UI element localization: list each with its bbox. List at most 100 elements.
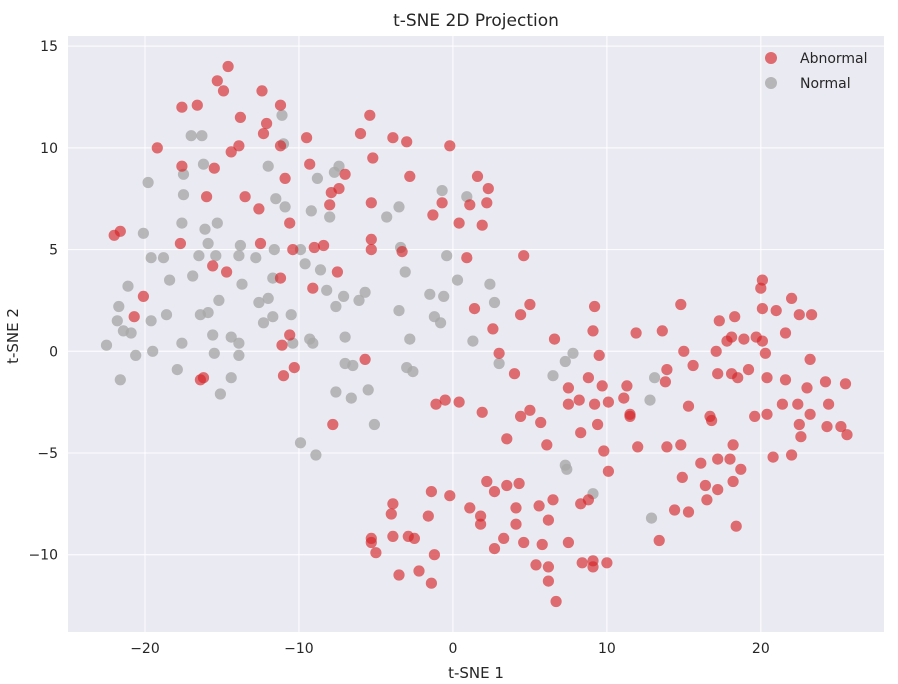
abnormal-point [653,534,665,547]
abnormal-point [721,335,733,347]
y-axis-ticks: −10 −5 0 5 10 15 [28,39,58,564]
abnormal-point [211,75,223,87]
abnormal-point [274,99,287,111]
abnormal-point [176,101,188,113]
x-tick-label: 10 [598,641,616,657]
abnormal-point [487,323,499,335]
abnormal-point [359,353,371,365]
normal-point [137,227,149,239]
normal-point [324,211,336,223]
abnormal-point [501,433,513,445]
abnormal-point [222,60,234,73]
abnormal-point [596,380,608,392]
abnormal-point [387,498,399,510]
normal-point [407,366,419,378]
normal-point [310,449,322,461]
abnormal-point [727,439,739,451]
abnormal-point [624,408,636,420]
abnormal-point [601,557,613,569]
normal-point [187,270,199,282]
abnormal-point [804,408,816,420]
abnormal-point [618,392,630,404]
abnormal-point [676,471,688,483]
abnormal-point [284,217,296,229]
normal-point [147,345,159,357]
normal-point [210,250,222,262]
normal-point [393,201,405,213]
abnormal-point [630,327,642,339]
abnormal-point [695,457,707,469]
normal-point [359,286,371,298]
abnormal-point [425,577,437,589]
abnormal-point [197,372,210,384]
abnormal-point [482,183,494,195]
abnormal-point [253,203,265,215]
abnormal-point [542,514,555,526]
abnormal-point [701,494,713,506]
abnormal-point [475,518,487,530]
abnormal-point [370,547,382,559]
abnormal-point [274,272,287,284]
abnormal-point [208,162,220,174]
abnormal-point [137,290,149,302]
normal-point [347,359,359,372]
abnormal-point [304,158,316,170]
normal-point [268,244,280,256]
abnormal-point [589,300,601,313]
normal-point [307,337,319,349]
legend-marker-abnormal [765,52,777,64]
abnormal-point [839,378,852,390]
normal-point [176,337,188,349]
abnormal-point [801,382,813,394]
normal-point [435,317,447,329]
abnormal-point [738,333,750,345]
abnormal-point [524,404,536,416]
normal-point [225,372,237,384]
abnormal-point [461,252,473,264]
abnormal-point [128,311,140,323]
abnormal-point [530,559,542,571]
abnormal-point [404,170,416,182]
legend-label-normal: Normal [800,76,851,92]
abnormal-point [191,99,203,111]
normal-point [214,388,226,400]
abnormal-point [274,140,287,152]
normal-point [257,317,270,329]
abnormal-point [793,418,805,431]
abnormal-point [301,132,313,144]
abnormal-point [804,353,816,365]
normal-point [321,284,333,296]
plot-area [68,36,884,632]
abnormal-point [541,439,553,451]
normal-point [561,463,573,475]
abnormal-point [770,305,782,317]
abnormal-point [767,451,779,463]
abnormal-point [575,427,587,439]
abnormal-point [327,418,339,431]
normal-point [314,264,327,276]
abnormal-point [675,298,687,311]
normal-point [234,239,246,252]
abnormal-point [759,347,772,359]
y-tick-label: −10 [28,548,58,564]
abnormal-point [592,418,604,431]
abnormal-point [453,217,465,229]
normal-point [368,418,380,431]
abnormal-point [254,237,267,250]
abnormal-point [364,109,376,121]
abnormal-point [602,465,615,477]
abnormal-point [756,274,769,286]
normal-point [338,290,350,302]
normal-point [339,331,351,343]
abnormal-point [587,325,599,337]
normal-point [311,172,323,184]
abnormal-point [621,380,633,392]
normal-point [262,292,274,304]
abnormal-point [239,191,251,203]
normal-point [276,109,288,121]
abnormal-point [510,502,522,514]
abnormal-point [602,396,615,408]
abnormal-point [277,370,290,382]
abnormal-point [821,421,833,433]
abnormal-point [823,398,835,410]
